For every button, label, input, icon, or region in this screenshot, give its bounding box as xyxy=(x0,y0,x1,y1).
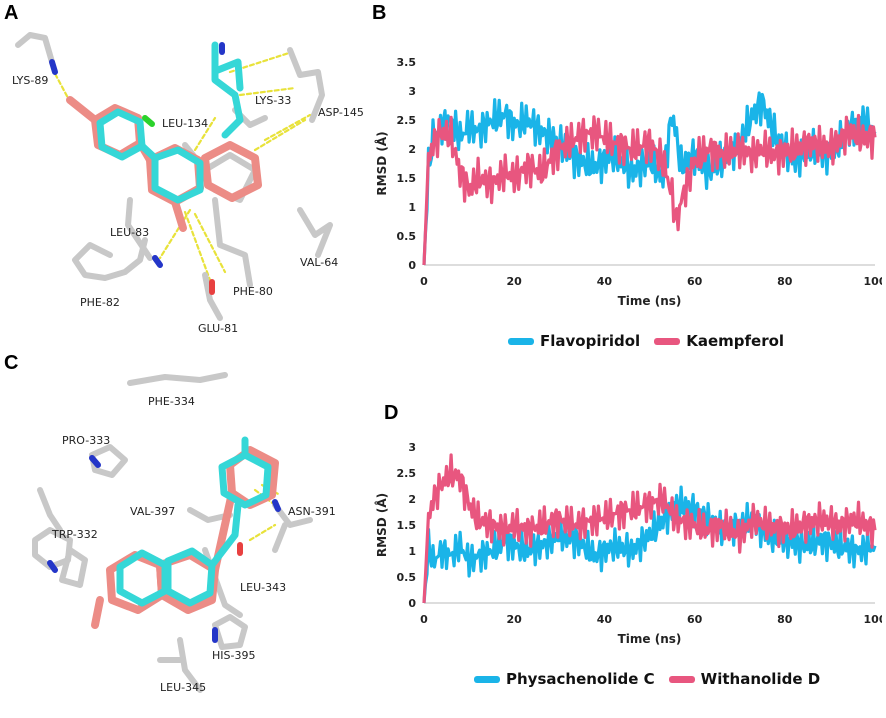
rmsd-chart-b: 0 0.5 1 1.5 2 2.5 3 3.5 0 20 40 60 80 100 Time (ns) RMS… xyxy=(374,56,882,308)
y-axis-label: RMSD (Å) xyxy=(374,493,389,557)
x-tick-label: 80 xyxy=(777,613,793,626)
res-label: LEU-134 xyxy=(162,117,208,130)
docking-pose-a: LYS-89 LEU-134 LYS-33 ASP-145 LEU-83 VAL… xyxy=(12,32,364,335)
legend-d: Physachenolide C Withanolide D xyxy=(474,670,820,688)
y-tick-label: 3 xyxy=(408,85,416,98)
res-label: ASP-145 xyxy=(318,106,364,119)
res-label: PHE-334 xyxy=(148,395,195,408)
res-label: LEU-343 xyxy=(240,581,286,594)
panel-label-c: C xyxy=(4,352,19,374)
y-tick-label: 2 xyxy=(408,143,416,156)
y-tick-label: 1 xyxy=(408,201,416,214)
res-label: GLU-81 xyxy=(198,322,238,335)
legend-swatch xyxy=(508,337,534,345)
x-tick-label: 100 xyxy=(864,613,882,626)
res-label: TRP-332 xyxy=(51,528,98,541)
x-tick-label: 0 xyxy=(420,613,428,626)
docking-pose-c: PHE-334 PRO-333 VAL-397 ASN-391 TRP-332 … xyxy=(32,372,336,694)
x-tick-label: 20 xyxy=(507,613,523,626)
res-label: LEU-83 xyxy=(110,226,149,239)
x-axis-label: Time (ns) xyxy=(618,632,682,646)
y-tick-label: 0 xyxy=(408,597,416,610)
x-tick-label: 20 xyxy=(507,275,523,288)
x-axis-label: Time (ns) xyxy=(618,294,682,308)
y-tick-label: 2.5 xyxy=(397,467,417,480)
res-label: LEU-345 xyxy=(160,681,206,694)
legend-label: Physachenolide C xyxy=(506,670,655,688)
res-label: HIS-395 xyxy=(212,649,255,662)
panel-label-d: D xyxy=(384,402,399,424)
ligand-cyan xyxy=(96,41,244,204)
x-tick-label: 100 xyxy=(864,275,882,288)
x-tick-label: 40 xyxy=(597,613,613,626)
res-label: LYS-89 xyxy=(12,74,48,87)
legend-swatch xyxy=(668,675,695,683)
legend-swatch xyxy=(474,675,500,683)
y-tick-label: 1.5 xyxy=(397,172,417,185)
res-label: PRO-333 xyxy=(62,434,110,447)
y-tick-label: 2.5 xyxy=(397,114,417,127)
res-label: PHE-82 xyxy=(80,296,120,309)
y-tick-label: 1 xyxy=(408,545,416,558)
residue-sticks xyxy=(15,32,333,321)
legend-label: Flavopiridol xyxy=(540,332,641,350)
panel-label-b: B xyxy=(372,2,387,24)
y-tick-label: 0.5 xyxy=(397,230,417,243)
res-label: VAL-64 xyxy=(300,256,338,269)
res-label: PHE-80 xyxy=(233,285,273,298)
legend-swatch xyxy=(654,337,681,345)
legend-b: Flavopiridol Kaempferol xyxy=(508,332,784,350)
series-line-2 xyxy=(422,113,877,266)
y-tick-label: 3.5 xyxy=(397,56,417,69)
y-axis-label: RMSD (Å) xyxy=(374,131,389,195)
y-tick-label: 0 xyxy=(408,259,416,272)
x-tick-label: 60 xyxy=(687,613,703,626)
x-tick-label: 60 xyxy=(687,275,703,288)
legend-item: Flavopiridol xyxy=(508,332,640,350)
residue-sticks xyxy=(32,372,313,693)
y-tick-label: 3 xyxy=(408,441,416,454)
x-tick-label: 0 xyxy=(420,275,428,288)
legend-label: Kaempferol xyxy=(686,332,785,350)
y-tick-label: 0.5 xyxy=(397,571,417,584)
res-label: VAL-397 xyxy=(130,505,175,518)
series-line-2 xyxy=(422,453,877,604)
res-label: ASN-391 xyxy=(288,505,336,518)
legend-item: Kaempferol xyxy=(654,332,784,350)
y-tick-label: 2 xyxy=(408,493,416,506)
legend-label: Withanolide D xyxy=(700,670,821,688)
ligand-cyan xyxy=(116,436,272,607)
x-tick-label: 80 xyxy=(777,275,793,288)
res-label: LYS-33 xyxy=(255,94,291,107)
rmsd-chart-d: 0 0.5 1 1.5 2 2.5 3 0 20 40 60 80 100 Time (ns) RMSD (… xyxy=(374,441,882,646)
x-tick-label: 40 xyxy=(597,275,613,288)
legend-item: Withanolide D xyxy=(668,670,821,688)
legend-item: Physachenolide C xyxy=(474,670,655,688)
y-tick-label: 1.5 xyxy=(397,519,417,532)
panel-label-a: A xyxy=(4,2,19,24)
